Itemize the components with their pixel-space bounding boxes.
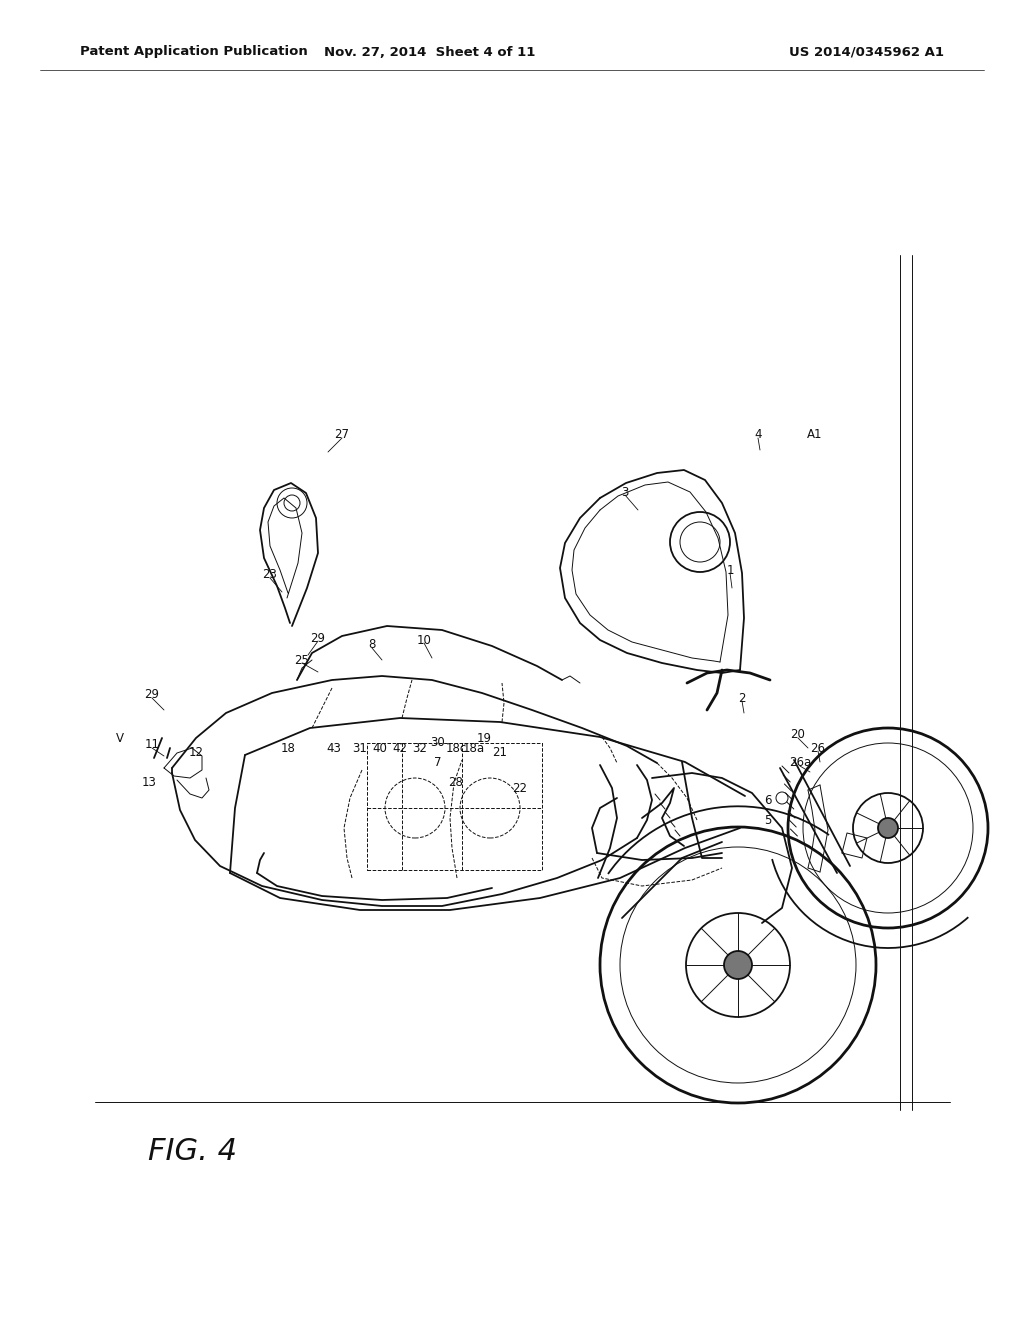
- Text: 6: 6: [764, 793, 772, 807]
- Text: 28: 28: [449, 776, 464, 789]
- Text: 5: 5: [764, 813, 772, 826]
- Text: US 2014/0345962 A1: US 2014/0345962 A1: [790, 45, 944, 58]
- Text: 25: 25: [295, 653, 309, 667]
- Text: 20: 20: [791, 729, 806, 742]
- Text: 43: 43: [327, 742, 341, 755]
- Text: 4: 4: [755, 429, 762, 441]
- Text: 1: 1: [726, 564, 734, 577]
- Text: 18c: 18c: [445, 742, 467, 755]
- Circle shape: [724, 950, 752, 979]
- Text: 32: 32: [413, 742, 427, 755]
- Text: 11: 11: [144, 738, 160, 751]
- Text: 8: 8: [369, 639, 376, 652]
- Text: 12: 12: [188, 746, 204, 759]
- Text: 23: 23: [262, 569, 278, 582]
- Text: 31: 31: [352, 742, 368, 755]
- Circle shape: [878, 818, 898, 838]
- Text: 22: 22: [512, 781, 527, 795]
- Text: 3: 3: [622, 486, 629, 499]
- Text: 30: 30: [431, 735, 445, 748]
- Text: Patent Application Publication: Patent Application Publication: [80, 45, 308, 58]
- Text: FIG. 4: FIG. 4: [148, 1138, 237, 1167]
- Text: 26: 26: [811, 742, 825, 755]
- Text: Nov. 27, 2014  Sheet 4 of 11: Nov. 27, 2014 Sheet 4 of 11: [325, 45, 536, 58]
- Text: 29: 29: [310, 631, 326, 644]
- Text: 26a: 26a: [788, 756, 811, 770]
- Text: A1: A1: [807, 429, 822, 441]
- Text: 10: 10: [417, 634, 431, 647]
- Text: 13: 13: [141, 776, 157, 788]
- Text: 7: 7: [434, 756, 441, 770]
- Text: 40: 40: [373, 742, 387, 755]
- Text: 21: 21: [493, 746, 508, 759]
- Text: 27: 27: [335, 429, 349, 441]
- Text: 2: 2: [738, 692, 745, 705]
- Text: V: V: [116, 731, 124, 744]
- Text: 29: 29: [144, 689, 160, 701]
- Text: 19: 19: [476, 731, 492, 744]
- Text: 18a: 18a: [463, 742, 485, 755]
- Text: 18: 18: [281, 742, 296, 755]
- Text: 42: 42: [392, 742, 408, 755]
